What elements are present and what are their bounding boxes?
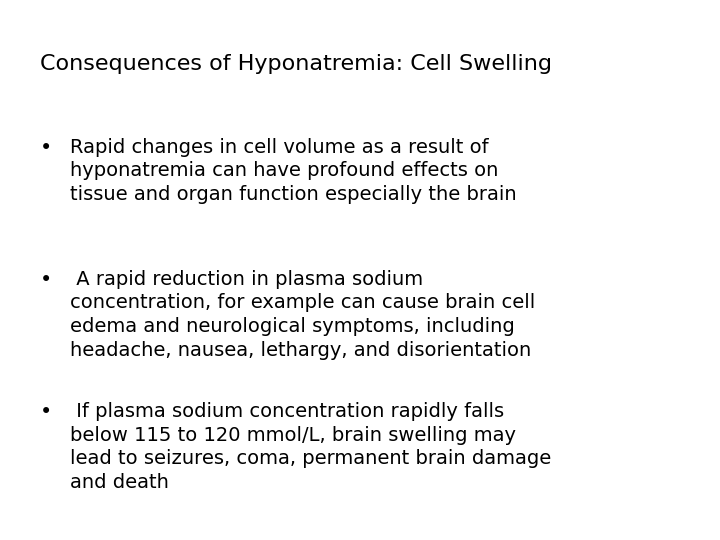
Text: •: • xyxy=(40,402,52,422)
Text: Rapid changes in cell volume as a result of
hyponatremia can have profound effec: Rapid changes in cell volume as a result… xyxy=(70,138,516,204)
Text: If plasma sodium concentration rapidly falls
below 115 to 120 mmol/L, brain swel: If plasma sodium concentration rapidly f… xyxy=(70,402,551,492)
Text: A rapid reduction in plasma sodium
concentration, for example can cause brain ce: A rapid reduction in plasma sodium conce… xyxy=(70,270,535,360)
Text: •: • xyxy=(40,138,52,158)
Text: Consequences of Hyponatremia: Cell Swelling: Consequences of Hyponatremia: Cell Swell… xyxy=(40,54,552,74)
Text: •: • xyxy=(40,270,52,290)
